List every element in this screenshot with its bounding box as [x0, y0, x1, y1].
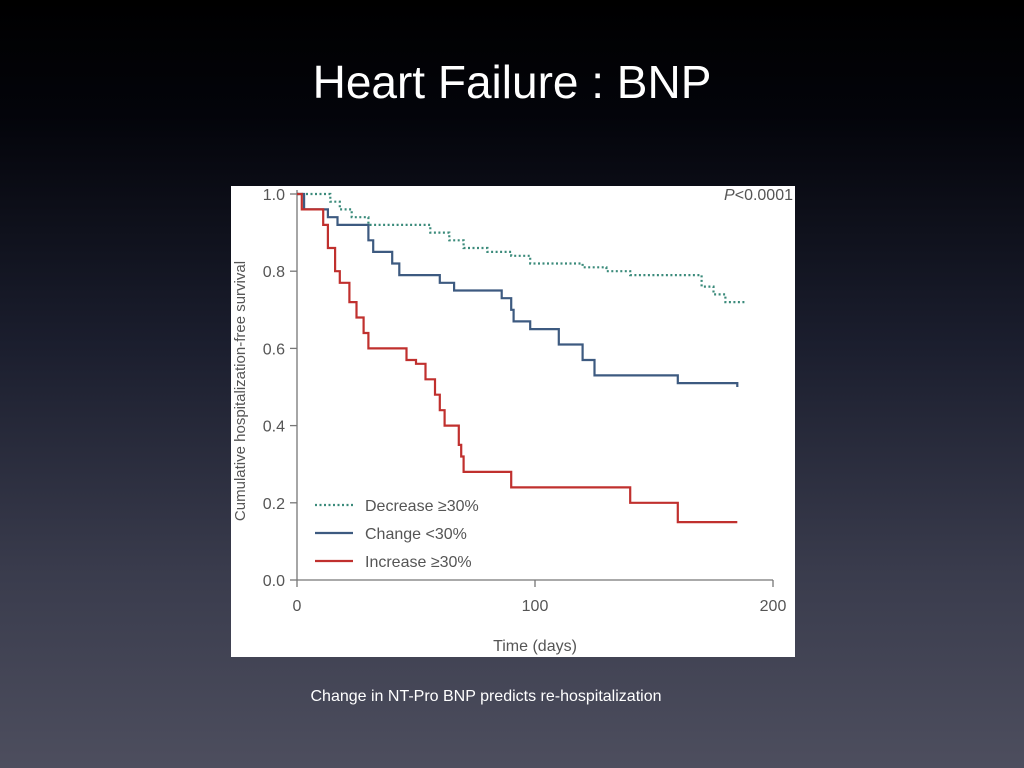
legend-label: Change <30% [365, 526, 467, 543]
legend: Decrease ≥30% Change <30% Increase ≥30% [315, 498, 479, 571]
slide-title: Heart Failure : BNP [312, 56, 712, 108]
y-axis-label: Cumulative hospitalization-free survival [232, 261, 249, 521]
slide-caption: Change in NT-Pro BNP predicts re-hospita… [310, 688, 662, 705]
survival-chart-svg: 0.0 0.2 0.4 0.6 0.8 1.0 0 100 200 Decrease ≥30% C… [232, 187, 793, 655]
survival-chart: 0.0 0.2 0.4 0.6 0.8 1.0 0 100 200 Decrease ≥30% C… [231, 186, 795, 657]
series-line-3 [297, 192, 738, 524]
p-value-annotation: P<0.0001 [724, 187, 793, 204]
y-tick-label: 0.0 [263, 573, 285, 590]
series-line-2 [297, 192, 739, 387]
x-tick-label: 100 [522, 598, 549, 615]
legend-label: Decrease ≥30% [365, 498, 479, 515]
x-tick-label: 200 [760, 598, 787, 615]
series-line-1 [297, 192, 745, 304]
y-tick-label: 1.0 [263, 187, 285, 204]
legend-label: Increase ≥30% [365, 554, 472, 571]
y-tick-label: 0.2 [263, 496, 285, 513]
y-tick-label: 0.8 [263, 264, 285, 281]
x-tick-label: 0 [293, 598, 302, 615]
y-tick-label: 0.6 [263, 341, 285, 358]
axes: 0.0 0.2 0.4 0.6 0.8 1.0 0 100 200 [263, 187, 787, 615]
y-tick-label: 0.4 [263, 419, 285, 436]
x-axis-label: Time (days) [493, 638, 577, 655]
series-lines [297, 192, 745, 524]
